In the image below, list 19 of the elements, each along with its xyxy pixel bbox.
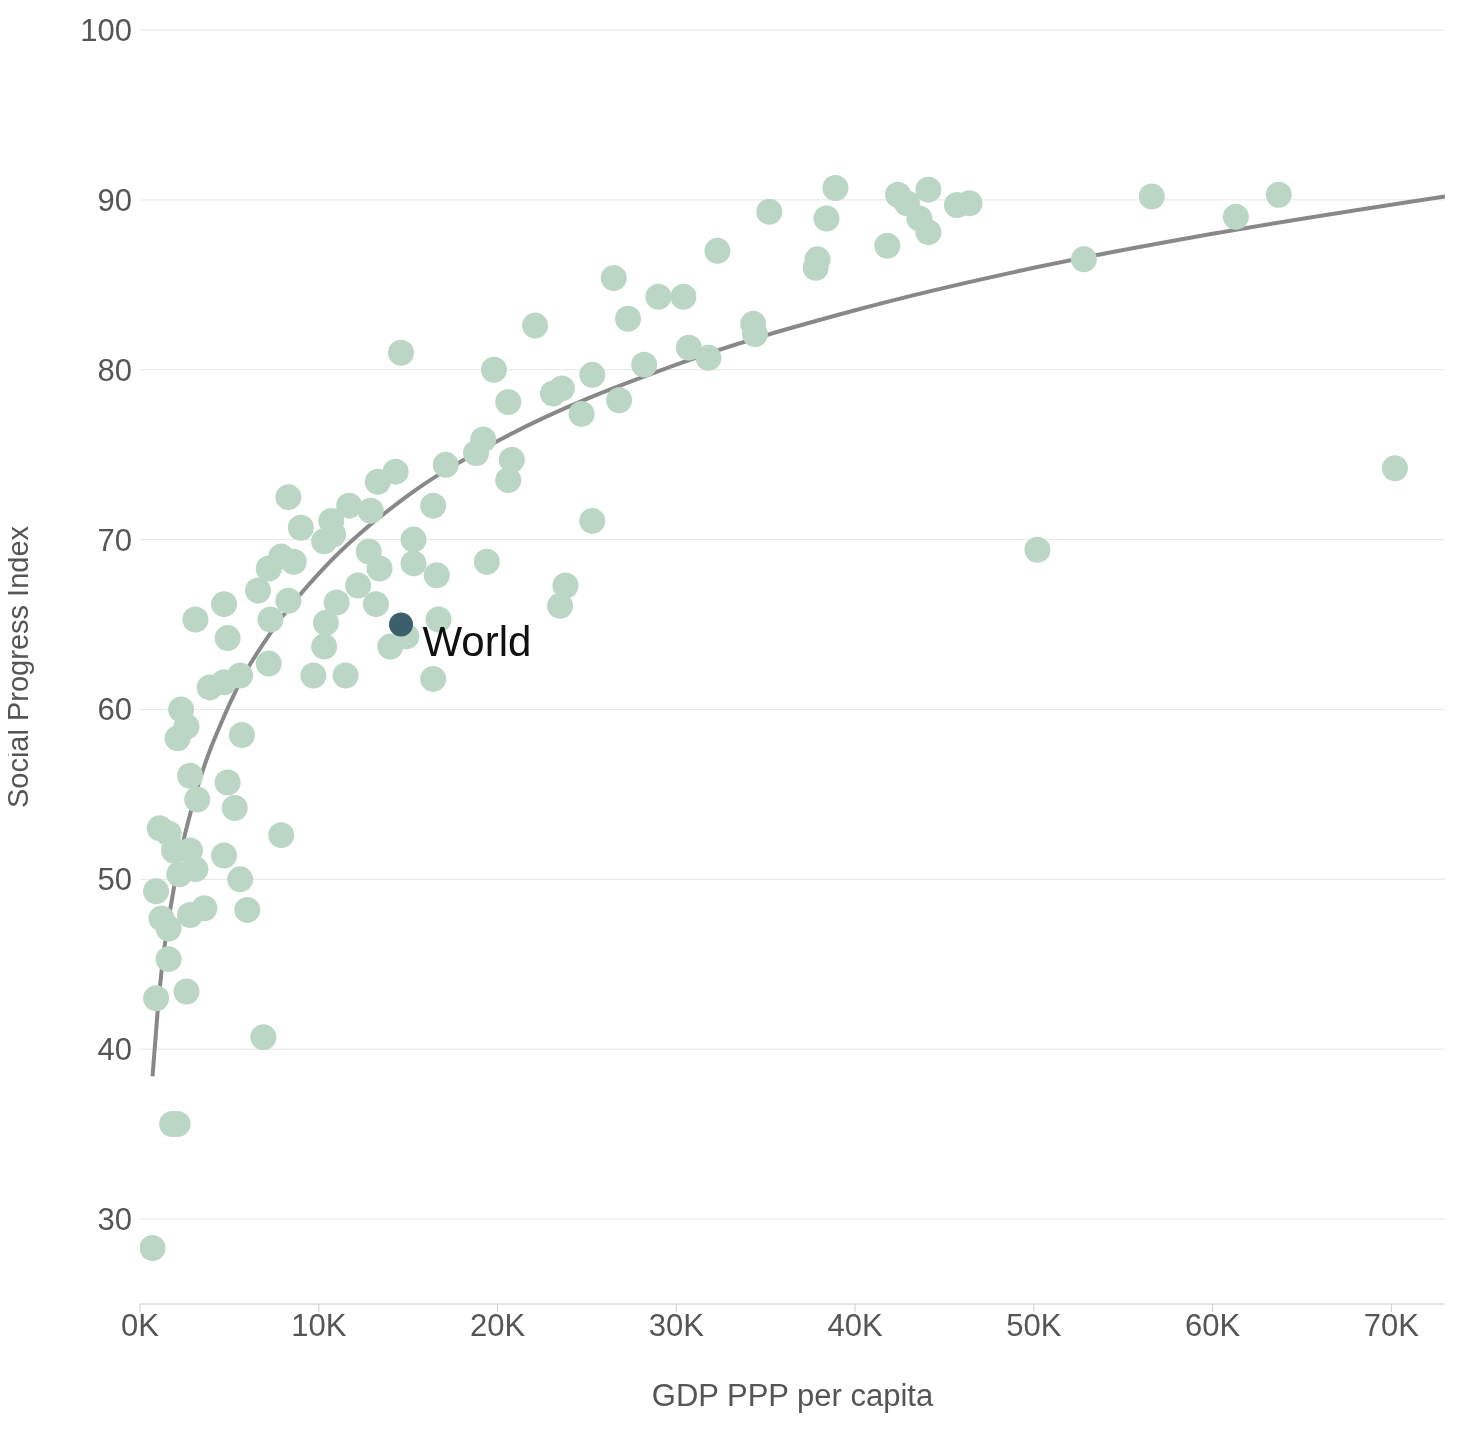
y-tick-label: 80 — [97, 352, 132, 388]
y-axis-title: Social Progress Index — [2, 525, 35, 809]
y-tick-label: 90 — [97, 182, 132, 218]
x-tick-label: 60K — [1185, 1308, 1241, 1344]
x-tick-label: 10K — [291, 1308, 347, 1344]
x-tick-label: 40K — [827, 1308, 883, 1344]
y-tick-label: 40 — [97, 1032, 132, 1068]
series-label: World — [422, 618, 532, 666]
y-tick-label: 60 — [97, 692, 132, 728]
y-tick-label: 30 — [97, 1202, 132, 1238]
x-tick-label: 0K — [121, 1308, 160, 1344]
y-tick-label: 50 — [97, 862, 132, 898]
x-tick-label: 30K — [648, 1308, 705, 1344]
x-tick-label: 50K — [1006, 1308, 1062, 1344]
x-tick-label: 70K — [1363, 1308, 1420, 1344]
y-tick-label: 70 — [97, 522, 132, 558]
x-tick-label: 20K — [469, 1308, 526, 1344]
x-axis-title: GDP PPP per capita — [651, 1378, 934, 1413]
y-tick-label: 100 — [80, 13, 132, 49]
